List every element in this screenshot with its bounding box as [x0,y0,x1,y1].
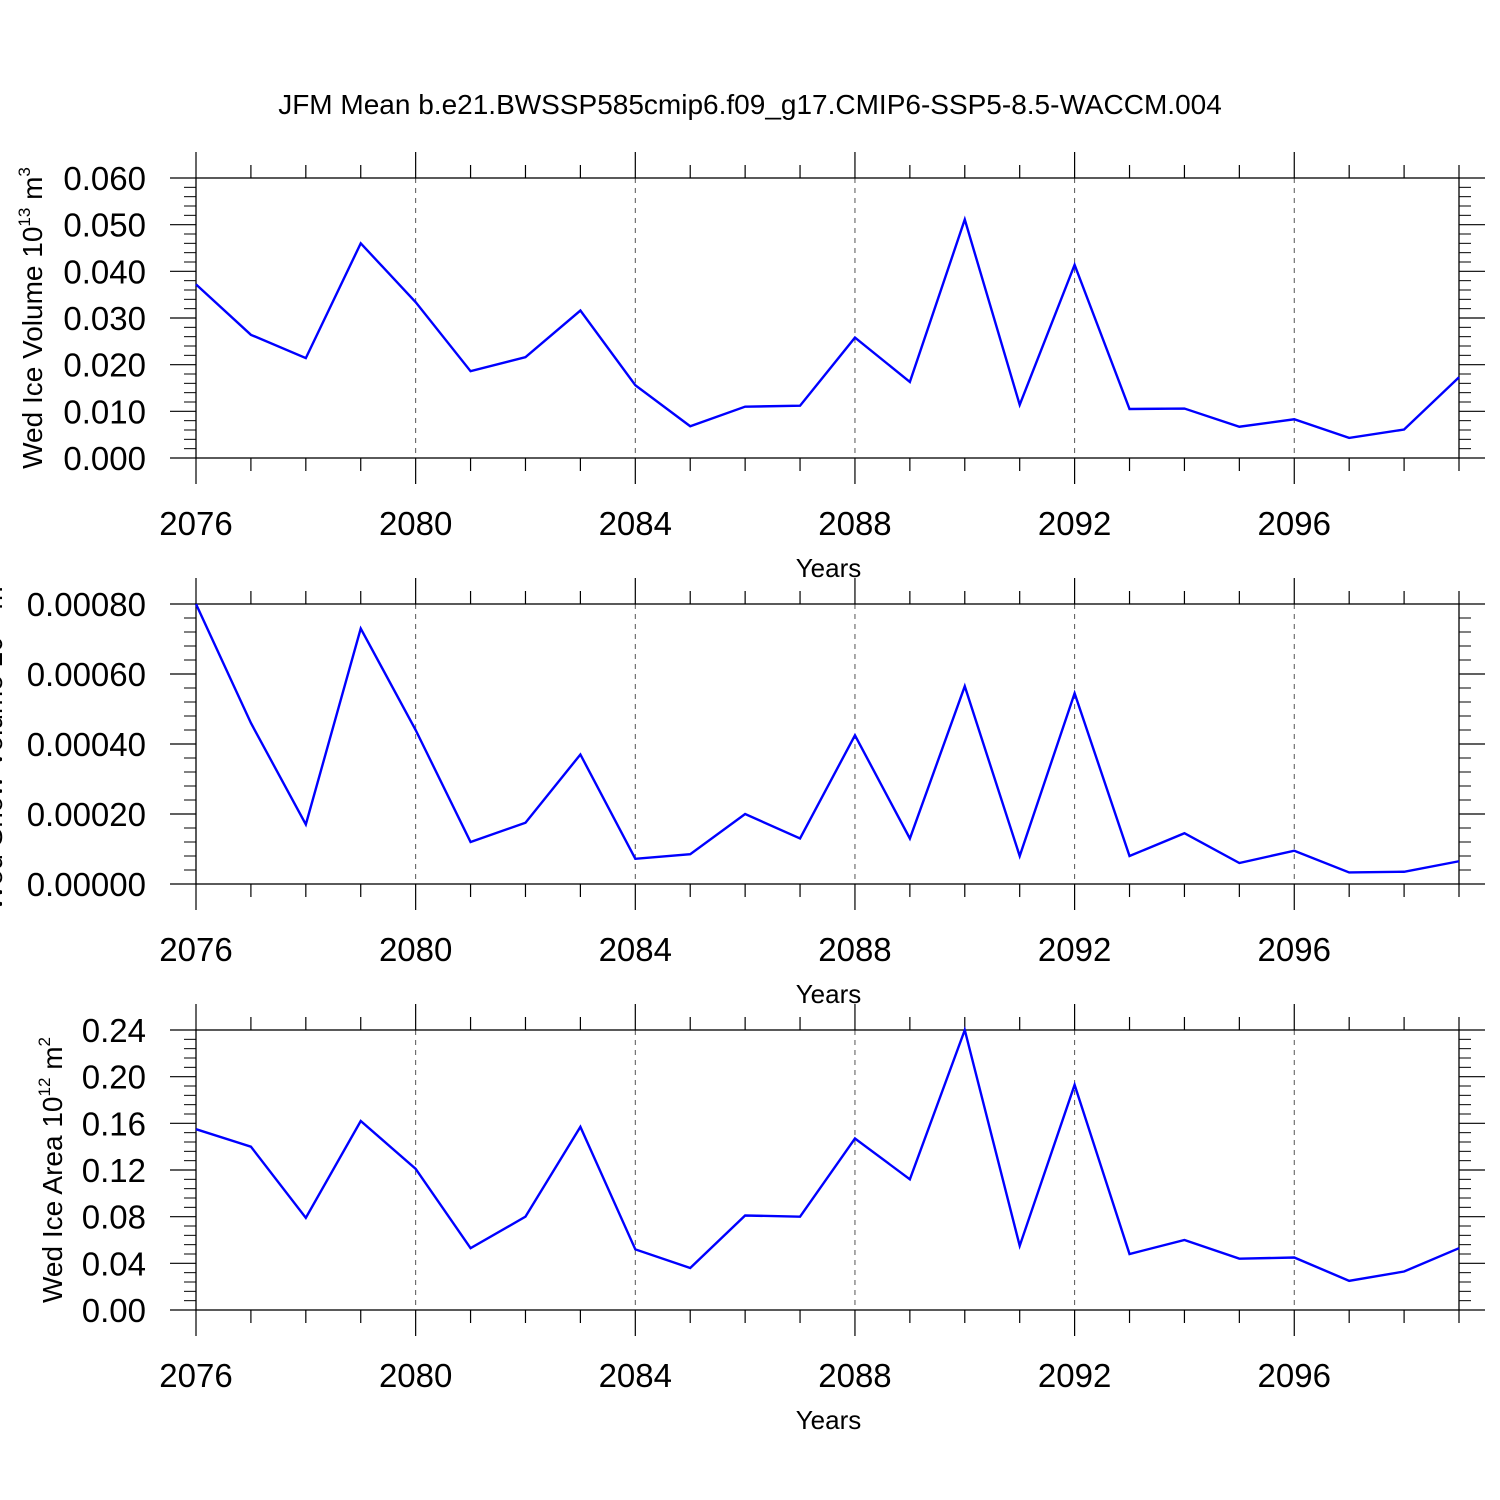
y-tick-label: 0.12 [82,1152,146,1189]
plot-frame [195,603,1460,885]
series-line-1 [195,1025,1460,1283]
x-tick-label: 2096 [1258,505,1331,542]
y-tick-label: 0.000 [63,440,146,477]
x-axis-label: Years [796,1405,862,1435]
x-tick-label: 2076 [159,505,232,542]
x-tick-label: 2088 [818,505,891,542]
y-tick-label: 0.050 [63,207,146,244]
x-axis-label: Years [796,979,862,1009]
x-tick-label: 2092 [1038,1357,1111,1394]
y-tick-label: 0.00020 [27,796,146,833]
x-tick-label: 2084 [599,931,672,968]
x-tick-label: 2088 [818,1357,891,1394]
y-tick-label: 0.24 [82,1012,146,1049]
x-tick-label: 2096 [1258,931,1331,968]
y-axis-label: Wed Ice Area 1012 m2 [35,1037,68,1303]
x-tick-label: 2076 [159,1357,232,1394]
y-tick-label: 0.08 [82,1199,146,1236]
y-tick-label: 0.00 [82,1292,146,1329]
chart-panel-1: 0.000 0.010 0.020 0.030 0.040 0.050 0.060 2076 2… [15,152,1485,583]
y-tick-label: 0.020 [63,347,146,384]
y-axis-label: Wed Ice Volume 1013 m3 [15,167,48,469]
x-tick-label: 2092 [1038,931,1111,968]
x-tick-label: 2084 [599,1357,672,1394]
y-tick-label: 0.030 [63,300,146,337]
plot-frame [195,177,1460,459]
y-axis-label: Wed Snow Volume 1013 m3 [0,577,8,911]
y-tick-label: 0.060 [63,160,146,197]
plot-frame [195,1029,1460,1311]
x-tick-label: 2080 [379,1357,452,1394]
y-tick-label: 0.16 [82,1105,146,1142]
chart-panel-3: 0.00 0.04 0.08 0.12 0.16 0.20 0.24 2076 2080 2084… [35,1004,1485,1435]
x-tick-label: 2088 [818,931,891,968]
y-tick-label: 0.04 [82,1245,146,1282]
x-tick-label: 2076 [159,931,232,968]
x-tick-label: 2092 [1038,505,1111,542]
figure-title: JFM Mean b.e21.BWSSP585cmip6.f09_g17.CMI… [278,89,1222,120]
series-line-1 [194,603,1460,874]
x-tick-label: 2096 [1258,1357,1331,1394]
panels: 0.000 0.010 0.020 0.030 0.040 0.050 0.060 2076 2… [0,152,1485,1435]
y-tick-label: 0.00080 [27,586,146,623]
x-tick-label: 2084 [599,505,672,542]
x-tick-label: 2080 [379,505,452,542]
y-tick-label: 0.00060 [27,656,146,693]
y-tick-label: 0.00040 [27,726,146,763]
series-line-1 [195,215,1460,440]
x-tick-label: 2080 [379,931,452,968]
chart-panel-2: 0.00000 0.00020 0.00040 0.00060 0.00080 2076 2… [0,577,1485,1009]
x-axis-label: Years [796,553,862,583]
y-tick-label: 0.00000 [27,866,146,903]
y-tick-label: 0.010 [63,393,146,430]
y-tick-label: 0.040 [63,253,146,290]
y-tick-label: 0.20 [82,1059,146,1096]
